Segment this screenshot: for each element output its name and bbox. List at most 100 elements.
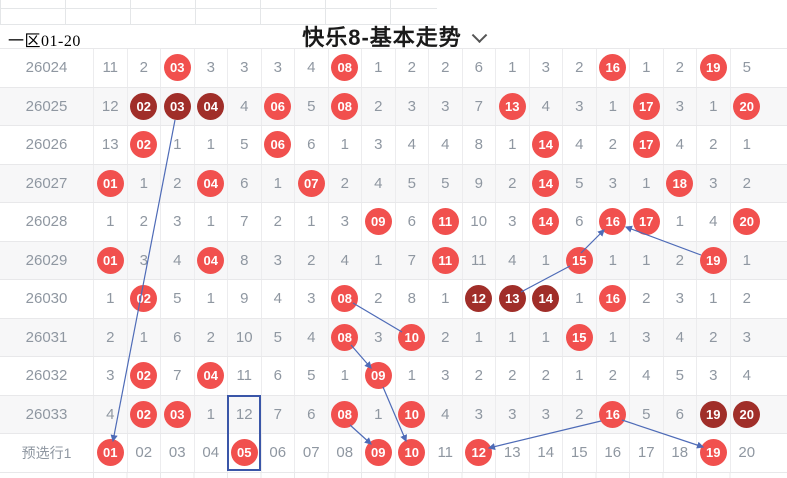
miss-cell: 13 [495,87,529,125]
miss-cell: 2 [327,164,362,202]
miss-cell: 7 [227,203,261,241]
number-ball: 20 [733,92,761,120]
miss-cell: 6 [394,203,429,241]
miss-cell: 04 [193,241,228,279]
miss-cell: 2 [260,203,295,241]
miss-cell: 08 [327,395,362,433]
preselect-cell[interactable]: 20 [729,434,764,472]
number-ball[interactable]: 12 [465,439,493,467]
miss-cell: 9 [227,280,261,318]
preselect-cell[interactable]: 07 [294,434,328,472]
miss-cell: 5 [160,280,194,318]
miss-cell: 19 [696,49,730,87]
miss-cell: 2 [562,395,596,433]
draw-row: 26033 4 02 03 1 12 7 6 08 1 10 4 3 3 3 2 16 5 6 19 20 [0,395,787,434]
miss-cell: 6 [227,164,261,202]
number-ball: 16 [599,400,627,428]
preselect-cell[interactable]: 11 [428,434,462,472]
partial-next-row-grid [93,472,763,478]
number-ball: 04 [197,246,225,274]
miss-cell: 1 [595,241,630,279]
miss-cell: 4 [528,87,563,125]
miss-cell: 3 [260,49,295,87]
miss-cell: 4 [562,126,596,164]
miss-cell: 1 [193,126,228,164]
miss-cell: 2 [696,126,730,164]
number-ball[interactable]: 10 [398,439,426,467]
miss-cell: 03 [160,49,194,87]
row-label: 26025 [25,97,68,115]
miss-cell: 1 [595,87,630,125]
preselect-cell[interactable]: 06 [260,434,295,472]
number-ball: 08 [331,400,359,428]
miss-cell: 3 [528,395,563,433]
miss-cell: 8 [227,241,261,279]
number-ball[interactable]: 05 [230,439,258,467]
preselect-cell[interactable]: 19 [696,434,730,472]
preselect-cell[interactable]: 03 [160,434,194,472]
miss-cell: 1 [93,203,127,241]
preselect-cell[interactable]: 17 [629,434,663,472]
miss-cell: 5 [227,126,261,164]
preselect-cell[interactable]: 18 [662,434,697,472]
number-ball: 13 [498,285,526,313]
number-ball: 15 [565,246,593,274]
miss-cell: 10 [461,203,496,241]
miss-cell: 3 [696,164,730,202]
preselect-cell[interactable]: 15 [562,434,596,472]
miss-cell: 09 [361,357,395,395]
miss-cell: 3 [361,126,395,164]
number-ball: 10 [398,323,426,351]
number-ball[interactable]: 01 [96,439,124,467]
miss-cell: 5 [294,357,328,395]
miss-cell: 3 [394,87,429,125]
miss-cell: 14 [528,203,563,241]
spreadsheet-grid-strip [0,0,437,25]
miss-cell: 14 [528,126,563,164]
miss-cell: 1 [126,318,161,356]
number-ball[interactable]: 19 [699,439,727,467]
miss-cell: 1 [461,318,496,356]
miss-cell: 3 [126,241,161,279]
number-ball: 04 [197,362,225,390]
preselect-cell[interactable]: 01 [93,434,127,472]
preselect-cell[interactable]: 08 [327,434,362,472]
draw-row: 26028 1 2 3 1 7 2 1 3 09 6 11 10 3 14 6 16 17 1 4 20 [0,203,787,242]
miss-cell: 3 [696,357,730,395]
number-ball: 09 [364,208,392,236]
preselect-cell[interactable]: 04 [193,434,228,472]
miss-cell: 17 [629,126,663,164]
miss-cell: 2 [294,241,328,279]
draw-row: 26025 12 02 03 04 4 06 5 08 2 3 3 7 13 4 3 1 17 3 1 20 [0,87,787,126]
number-ball[interactable]: 09 [364,439,392,467]
miss-cell: 08 [327,280,362,318]
miss-cell: 1 [729,126,764,164]
miss-cell: 13 [495,280,529,318]
preselect-cell[interactable]: 16 [595,434,630,472]
miss-cell: 1 [361,241,395,279]
miss-cell: 1 [394,357,429,395]
miss-cell: 7 [461,87,496,125]
miss-cell: 1 [495,126,529,164]
miss-cell: 04 [193,164,228,202]
miss-cell: 2 [126,203,161,241]
miss-cell: 10 [227,318,261,356]
miss-cell: 04 [193,357,228,395]
miss-cell: 4 [662,126,697,164]
preselect-cell[interactable]: 09 [361,434,395,472]
preselect-cell[interactable]: 12 [461,434,496,472]
preselect-cell[interactable]: 14 [528,434,563,472]
miss-cell: 19 [696,241,730,279]
miss-cell: 9 [461,164,496,202]
preselect-cell[interactable]: 10 [394,434,429,472]
miss-cell: 4 [696,203,730,241]
miss-cell: 1 [495,49,529,87]
chevron-down-icon[interactable] [471,27,488,44]
miss-cell: 02 [126,87,161,125]
preselect-cell[interactable]: 05 [227,434,261,472]
preselect-cell[interactable]: 02 [126,434,161,472]
miss-cell: 2 [528,357,563,395]
preselect-cell[interactable]: 13 [495,434,529,472]
miss-cell: 3 [729,318,764,356]
